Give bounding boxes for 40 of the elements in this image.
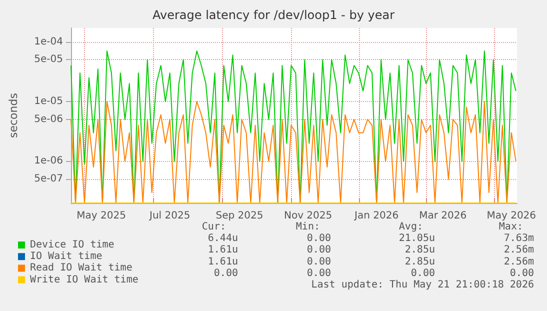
x-tick-label: Jul 2025	[148, 210, 190, 222]
legend-label: Write IO Wait time	[30, 274, 138, 286]
text: 6.44u	[208, 233, 238, 244]
x-tick-label: Mar 2026	[419, 210, 467, 222]
text: 0.00	[306, 244, 331, 256]
legend-label: Device IO time	[30, 240, 114, 250]
y-tick-label: 1e-05	[34, 96, 63, 108]
text: Avg:	[398, 222, 423, 232]
x-tick-label: Sep 2025	[216, 210, 264, 222]
y-tick-label: 5e-06	[34, 114, 63, 125]
text: 2.56m	[504, 244, 534, 256]
x-tick-label: Nov 2025	[284, 210, 332, 222]
text: 21.05u	[398, 233, 435, 244]
text: 0.00	[214, 268, 238, 279]
text: 7.63m	[504, 233, 534, 244]
legend-label: IO Wait time	[30, 251, 102, 262]
y-tick-label: 1e-04	[34, 36, 63, 48]
text: Min:	[296, 222, 320, 232]
text: 1.61u	[208, 244, 238, 256]
x-tick-label: May 2025	[76, 210, 126, 222]
y-axis-title: seconds	[7, 92, 20, 138]
text: Max:	[498, 222, 523, 232]
y-tick-label: 5e-07	[34, 174, 63, 185]
text: 0.00	[510, 268, 534, 279]
legend-label: Read IO Wait time	[30, 262, 132, 274]
y-tick-label: 5e-05	[34, 54, 63, 66]
chart-title: Average latency for /dev/loop1 - by year	[152, 8, 395, 22]
text: Cur:	[202, 222, 226, 232]
text: Last update: Thu May 21 21:00:18 2026	[311, 280, 534, 290]
text: 1.61u	[208, 256, 238, 268]
y-tick-label: 1e-06	[34, 156, 63, 167]
text: 0.00	[306, 256, 331, 268]
text: 0.00	[306, 268, 331, 279]
x-tick-label: May 2026	[486, 210, 536, 222]
text: 0.00	[306, 233, 331, 244]
text: 0.00	[410, 268, 435, 279]
text: 2.56m	[504, 256, 534, 268]
text: 2.85u	[404, 256, 435, 268]
text: 2.85u	[404, 244, 435, 256]
x-tick-label: Jan 2026	[354, 210, 399, 222]
